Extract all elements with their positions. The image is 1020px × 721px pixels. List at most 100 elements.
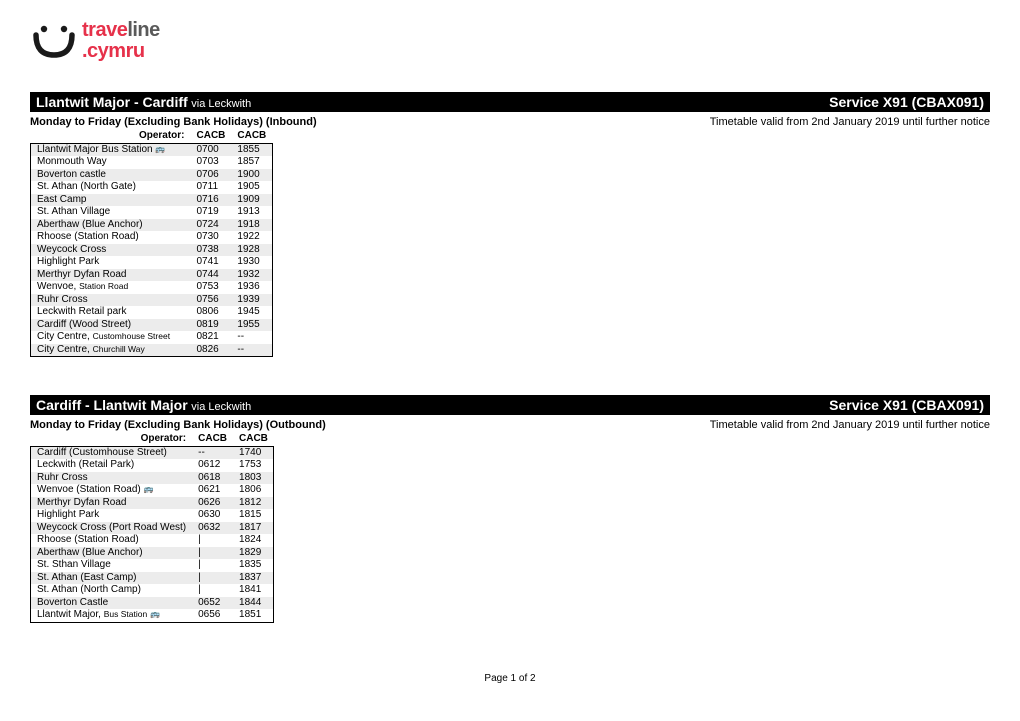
table-row: St. Athan (East Camp)|1837 — [31, 572, 274, 585]
time-cell: 1824 — [233, 534, 274, 547]
time-cell: 0621 — [192, 484, 233, 497]
table-row: Highlight Park06301815 — [31, 509, 274, 522]
time-cell: 0703 — [191, 156, 232, 169]
stop-name: Aberthaw (Blue Anchor) — [31, 547, 193, 560]
route-via: via Leckwith — [191, 401, 251, 413]
table-row: Rhoose (Station Road)|1824 — [31, 534, 274, 547]
time-cell: 1918 — [231, 219, 272, 232]
stop-name: St. Athan Village — [31, 206, 191, 219]
time-cell: 1817 — [233, 522, 274, 535]
time-cell: 1905 — [231, 181, 272, 194]
operator-row: Operator: CACB CACB — [31, 433, 274, 446]
time-cell: 0744 — [191, 269, 232, 282]
stop-name: City Centre, Customhouse Street — [31, 331, 191, 344]
time-cell: 0753 — [191, 281, 232, 294]
time-cell: 0706 — [191, 169, 232, 182]
time-cell: 0618 — [192, 472, 233, 485]
time-cell: 1928 — [231, 244, 272, 257]
stop-name: Ruhr Cross — [31, 294, 191, 307]
table-row: Weycock Cross07381928 — [31, 244, 273, 257]
stop-name: Wenvoe (Station Road) 🚌 — [31, 484, 193, 497]
route-title: Cardiff - Llantwit Major via Leckwith — [36, 397, 251, 413]
stop-name: Leckwith (Retail Park) — [31, 459, 193, 472]
time-cell: 0756 — [191, 294, 232, 307]
time-cell: -- — [231, 331, 272, 344]
stop-name: Ruhr Cross — [31, 472, 193, 485]
time-cell: 0656 — [192, 609, 233, 622]
stop-name: Boverton Castle — [31, 597, 193, 610]
time-cell: 0716 — [191, 194, 232, 207]
time-cell: | — [192, 559, 233, 572]
table-row: Ruhr Cross06181803 — [31, 472, 274, 485]
stop-name: Llantwit Major Bus Station 🚌 — [31, 143, 191, 156]
time-cell: 1909 — [231, 194, 272, 207]
stop-name: Merthyr Dyfan Road — [31, 269, 191, 282]
time-cell: 1936 — [231, 281, 272, 294]
time-cell: 0730 — [191, 231, 232, 244]
table-row: Cardiff (Wood Street)08191955 — [31, 319, 273, 332]
time-cell: 0632 — [192, 522, 233, 535]
stop-name: St. Athan (North Gate) — [31, 181, 191, 194]
stop-name: St. Athan (North Camp) — [31, 584, 193, 597]
time-cell: 1930 — [231, 256, 272, 269]
time-cell: 0711 — [191, 181, 232, 194]
time-cell: 1806 — [233, 484, 274, 497]
route-via: via Leckwith — [191, 98, 251, 110]
table-row: Aberthaw (Blue Anchor)07241918 — [31, 219, 273, 232]
timetable-outbound: Operator: CACB CACB Cardiff (Customhouse… — [30, 433, 274, 623]
table-row: Boverton castle07061900 — [31, 169, 273, 182]
table-row: East Camp07161909 — [31, 194, 273, 207]
stop-name: Highlight Park — [31, 256, 191, 269]
stop-name: St. Athan (East Camp) — [31, 572, 193, 585]
logo-smile-icon — [30, 21, 78, 61]
bus-icon: 🚌 — [155, 144, 165, 153]
time-cell: -- — [231, 344, 272, 357]
table-row: Llantwit Major Bus Station 🚌07001855 — [31, 143, 273, 156]
subhead-inbound: Monday to Friday (Excluding Bank Holiday… — [30, 116, 990, 128]
time-cell: 1835 — [233, 559, 274, 572]
timetable-inbound: Operator: CACB CACB Llantwit Major Bus S… — [30, 130, 273, 357]
operator-code: CACB — [233, 433, 274, 446]
table-row: Merthyr Dyfan Road06261812 — [31, 497, 274, 510]
table-row: City Centre, Churchill Way0826-- — [31, 344, 273, 357]
time-cell: 0741 — [191, 256, 232, 269]
stop-name: Monmouth Way — [31, 156, 191, 169]
route-from: Llantwit Major - Cardiff — [36, 94, 188, 110]
route-header-inbound: Llantwit Major - Cardiff via Leckwith Se… — [30, 92, 990, 112]
table-row: Leckwith (Retail Park)06121753 — [31, 459, 274, 472]
stop-name: Cardiff (Wood Street) — [31, 319, 191, 332]
table-row: St. Athan (North Camp)|1841 — [31, 584, 274, 597]
time-cell: 1939 — [231, 294, 272, 307]
time-cell: 0821 — [191, 331, 232, 344]
time-cell: 0819 — [191, 319, 232, 332]
stop-name: East Camp — [31, 194, 191, 207]
table-row: St. Sthan Village|1835 — [31, 559, 274, 572]
stop-name: Merthyr Dyfan Road — [31, 497, 193, 510]
stop-name: Aberthaw (Blue Anchor) — [31, 219, 191, 232]
valid-label: Timetable valid from 2nd January 2019 un… — [710, 419, 990, 431]
page-footer: Page 1 of 2 — [30, 673, 990, 684]
time-cell: 1841 — [233, 584, 274, 597]
stop-name: Cardiff (Customhouse Street) — [31, 446, 193, 459]
service-code: Service X91 (CBAX091) — [829, 397, 984, 413]
time-cell: 0630 — [192, 509, 233, 522]
operator-label: Operator: — [31, 433, 193, 446]
time-cell: 1857 — [231, 156, 272, 169]
stop-name: Wenvoe, Station Road — [31, 281, 191, 294]
logo-line1-red: trave — [82, 19, 127, 41]
stop-name: Rhoose (Station Road) — [31, 231, 191, 244]
days-label: Monday to Friday (Excluding Bank Holiday… — [30, 419, 326, 431]
table-row: Aberthaw (Blue Anchor)|1829 — [31, 547, 274, 560]
table-row: City Centre, Customhouse Street0821-- — [31, 331, 273, 344]
time-cell: 0626 — [192, 497, 233, 510]
time-cell: 1740 — [233, 446, 274, 459]
time-cell: 1803 — [233, 472, 274, 485]
subhead-outbound: Monday to Friday (Excluding Bank Holiday… — [30, 419, 990, 431]
operator-label: Operator: — [31, 130, 191, 143]
time-cell: 0652 — [192, 597, 233, 610]
time-cell: 1844 — [233, 597, 274, 610]
stop-name: Weycock Cross (Port Road West) — [31, 522, 193, 535]
time-cell: 0738 — [191, 244, 232, 257]
time-cell: 1851 — [233, 609, 274, 622]
operator-code: CACB — [191, 130, 232, 143]
